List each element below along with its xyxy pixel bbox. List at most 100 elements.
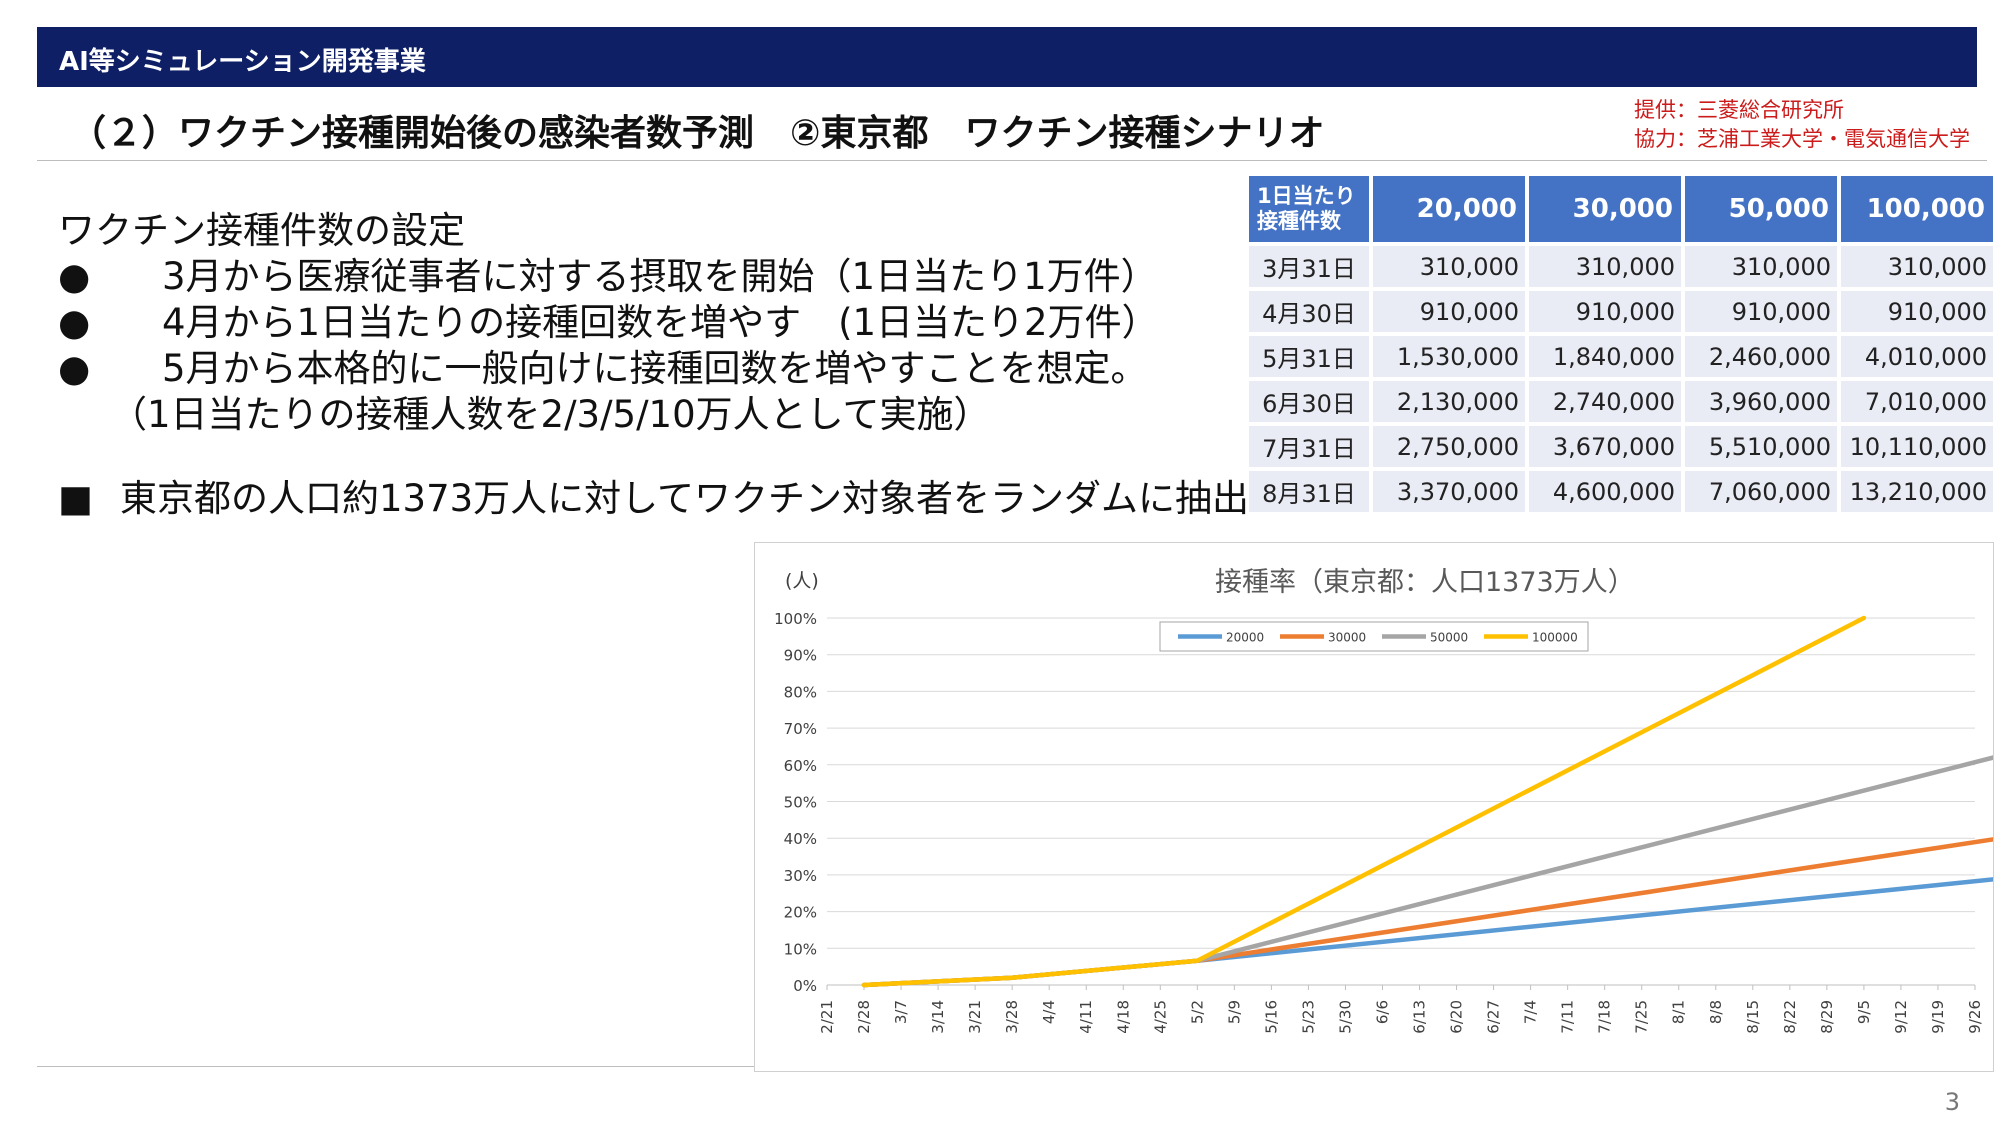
- chart-gridlines: [827, 617, 1975, 986]
- table-date-cell: 4月30日: [1249, 291, 1369, 332]
- x-tick-label: 5/16: [1262, 1000, 1280, 1034]
- table-corner-header: 1日当たり 接種件数: [1249, 176, 1369, 242]
- x-tick-label: 3/21: [966, 1000, 984, 1034]
- table-header-row: 1日当たり 接種件数 20,000 30,000 50,000 100,000: [1249, 176, 1993, 242]
- x-tick-label: 4/25: [1151, 1000, 1169, 1034]
- x-tick-label: 3/14: [929, 1000, 947, 1034]
- x-tick-label: 8/1: [1670, 1000, 1688, 1024]
- legend-label: 30000: [1328, 631, 1366, 645]
- header-bar-label: AI等シミュレーション開発事業: [59, 47, 426, 77]
- series-line-50000: [861, 753, 2000, 988]
- bullet-note: （1日当たりの接種人数を2/3/5/10万人として実施）: [110, 393, 991, 436]
- x-tick-label: 5/30: [1336, 1000, 1354, 1034]
- table-cell: 4,010,000: [1841, 336, 1993, 377]
- legend-label: 50000: [1430, 631, 1468, 645]
- legend-label: 100000: [1532, 631, 1578, 645]
- series-line-100000: [861, 615, 1867, 988]
- table-column-header: 20,000: [1373, 176, 1525, 242]
- x-tick-label: 5/9: [1225, 1000, 1243, 1024]
- table-cell: 10,110,000: [1841, 426, 1993, 467]
- table-date-cell: 3月31日: [1249, 246, 1369, 287]
- chart-y-ticks: 0% 10% 20% 30% 40% 50% 60% 70% 80% 90% 100%: [774, 610, 817, 995]
- x-tick-label: 4/18: [1114, 1000, 1132, 1034]
- table-date-cell: 6月30日: [1249, 381, 1369, 422]
- page-title: （２）ワクチン接種開始後の感染者数予測 ②東京都 ワクチン接種シナリオ: [70, 113, 1325, 154]
- table-cell: 2,750,000: [1373, 426, 1525, 467]
- table-cell: 2,740,000: [1529, 381, 1681, 422]
- x-tick-label: 5/23: [1299, 1000, 1317, 1034]
- bullet-dot: ●: [58, 347, 91, 390]
- square-text: 東京都の人口約1373万人に対してワクチン対象者をランダムに抽出: [120, 477, 1250, 520]
- page-number: 3: [1944, 1088, 1960, 1116]
- x-tick-label: 3/7: [892, 1000, 910, 1024]
- bullet-item: ● 3月から医療従事者に対する摂取を開始（1日当たり1万件）: [58, 254, 1249, 300]
- table-cell: 1,840,000: [1529, 336, 1681, 377]
- x-tick-label: 9/19: [1929, 1000, 1947, 1034]
- x-tick-label: 6/20: [1448, 1000, 1466, 1034]
- table-cell: 7,010,000: [1841, 381, 1993, 422]
- credit-cooperation: 協力：芝浦工業大学・電気通信大学: [1634, 127, 1970, 151]
- chart-x-ticks: 2/21 2/28 3/7 3/14 3/21 3/28 4/4 4/11 4/18 4/25 5/…: [818, 985, 1984, 1034]
- y-tick-label: 70%: [784, 720, 817, 738]
- table-cell: 910,000: [1841, 291, 1993, 332]
- table-cell: 910,000: [1373, 291, 1525, 332]
- table-date-cell: 7月31日: [1249, 426, 1369, 467]
- header-bar: AI等シミュレーション開発事業: [37, 27, 1977, 87]
- x-tick-label: 6/27: [1485, 1000, 1503, 1034]
- table-row: 8月31日 3,370,000 4,600,000 7,060,000 13,2…: [1249, 471, 1993, 512]
- table-cell: 310,000: [1373, 246, 1525, 287]
- bullet-dot: ●: [58, 255, 91, 298]
- x-tick-label: 7/11: [1559, 1000, 1577, 1034]
- x-tick-label: 7/4: [1522, 1000, 1540, 1024]
- table-column-header: 100,000: [1841, 176, 1993, 242]
- bullet-text: 5月から本格的に一般向けに接種回数を増やすことを想定。: [162, 347, 1148, 390]
- y-tick-label: 10%: [784, 940, 817, 958]
- table-row: 5月31日 1,530,000 1,840,000 2,460,000 4,01…: [1249, 336, 1993, 377]
- table-cell: 1,530,000: [1373, 336, 1525, 377]
- table-cell: 310,000: [1529, 246, 1681, 287]
- y-tick-label: 60%: [784, 757, 817, 775]
- chart-svg: 接種率（東京都：人口1373万人） (人) 0% 10% 20% 30% 40% 50% 6…: [774, 567, 2000, 1034]
- legend-label: 20000: [1226, 631, 1264, 645]
- table-cell: 4,600,000: [1529, 471, 1681, 512]
- chart-title: 接種率（東京都：人口1373万人）: [1215, 567, 1635, 598]
- settings-heading: ワクチン接種件数の設定: [58, 209, 465, 252]
- y-tick-label: 90%: [784, 647, 817, 665]
- corner-line: 接種件数: [1257, 209, 1341, 233]
- table-cell: 5,510,000: [1685, 426, 1837, 467]
- table-cell: 13,210,000: [1841, 471, 1993, 512]
- table-cell: 3,670,000: [1529, 426, 1681, 467]
- table-cell: 310,000: [1841, 246, 1993, 287]
- table-cell: 310,000: [1685, 246, 1837, 287]
- chart-y-unit: (人): [785, 570, 819, 592]
- x-tick-label: 6/13: [1411, 1000, 1429, 1034]
- table-row: 4月30日 910,000 910,000 910,000 910,000: [1249, 291, 1993, 332]
- bullet-text: 3月から医療従事者に対する摂取を開始（1日当たり1万件）: [162, 255, 1158, 298]
- table-date-cell: 5月31日: [1249, 336, 1369, 377]
- x-tick-label: 9/26: [1966, 1000, 1984, 1034]
- table-row: 6月30日 2,130,000 2,740,000 3,960,000 7,01…: [1249, 381, 1993, 422]
- bullet-text: 4月から1日当たりの接種回数を増やす (1日当たり2万件）: [162, 301, 1159, 344]
- table-row: 7月31日 2,750,000 3,670,000 5,510,000 10,1…: [1249, 426, 1993, 467]
- x-tick-label: 8/29: [1818, 1000, 1836, 1034]
- table-column-header: 30,000: [1529, 176, 1681, 242]
- table-row: 3月31日 310,000 310,000 310,000 310,000: [1249, 246, 1993, 287]
- x-tick-label: 6/6: [1373, 1000, 1391, 1024]
- x-tick-label: 9/5: [1855, 1000, 1873, 1024]
- bullet-item: ● 4月から1日当たりの接種回数を増やす (1日当たり2万件）: [58, 300, 1249, 346]
- x-tick-label: 4/11: [1077, 1000, 1095, 1034]
- table-cell: 910,000: [1529, 291, 1681, 332]
- bullet-item: ● 5月から本格的に一般向けに接種回数を増やすことを想定。: [58, 346, 1249, 392]
- table-cell: 7,060,000: [1685, 471, 1837, 512]
- x-tick-label: 7/18: [1596, 1000, 1614, 1034]
- vaccination-rate-chart: 接種率（東京都：人口1373万人） (人) 0% 10% 20% 30% 40% 50% 6…: [754, 542, 2000, 1072]
- vaccination-table: 1日当たり 接種件数 20,000 30,000 50,000 100,000 …: [1245, 172, 1997, 516]
- x-tick-label: 4/4: [1040, 1000, 1058, 1024]
- table-column-header: 50,000: [1685, 176, 1837, 242]
- corner-line: 1日当たり: [1257, 184, 1356, 208]
- y-tick-label: 80%: [784, 683, 817, 701]
- chart-series: [861, 615, 2000, 988]
- x-tick-label: 9/12: [1892, 1000, 1910, 1034]
- table-cell: 910,000: [1685, 291, 1837, 332]
- square-item: ■ 東京都の人口約1373万人に対してワクチン対象者をランダムに抽出: [58, 476, 1249, 522]
